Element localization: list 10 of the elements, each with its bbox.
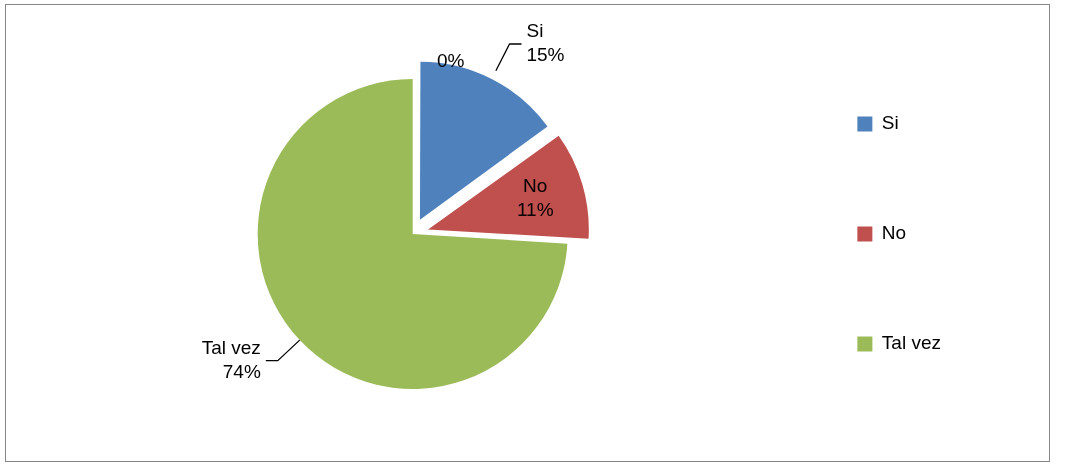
legend-label: Tal vez [881,332,942,354]
data-label: 11% [516,198,554,220]
slice-label: Si [526,20,544,42]
slice-label: Tal vez [201,336,261,358]
data-label: 15% [526,44,565,66]
legend-label: No [881,222,907,244]
text: 0% [436,49,465,71]
legend-label: Si [881,112,899,134]
data-label: 74% [222,360,261,382]
slice-label: No [523,174,548,196]
